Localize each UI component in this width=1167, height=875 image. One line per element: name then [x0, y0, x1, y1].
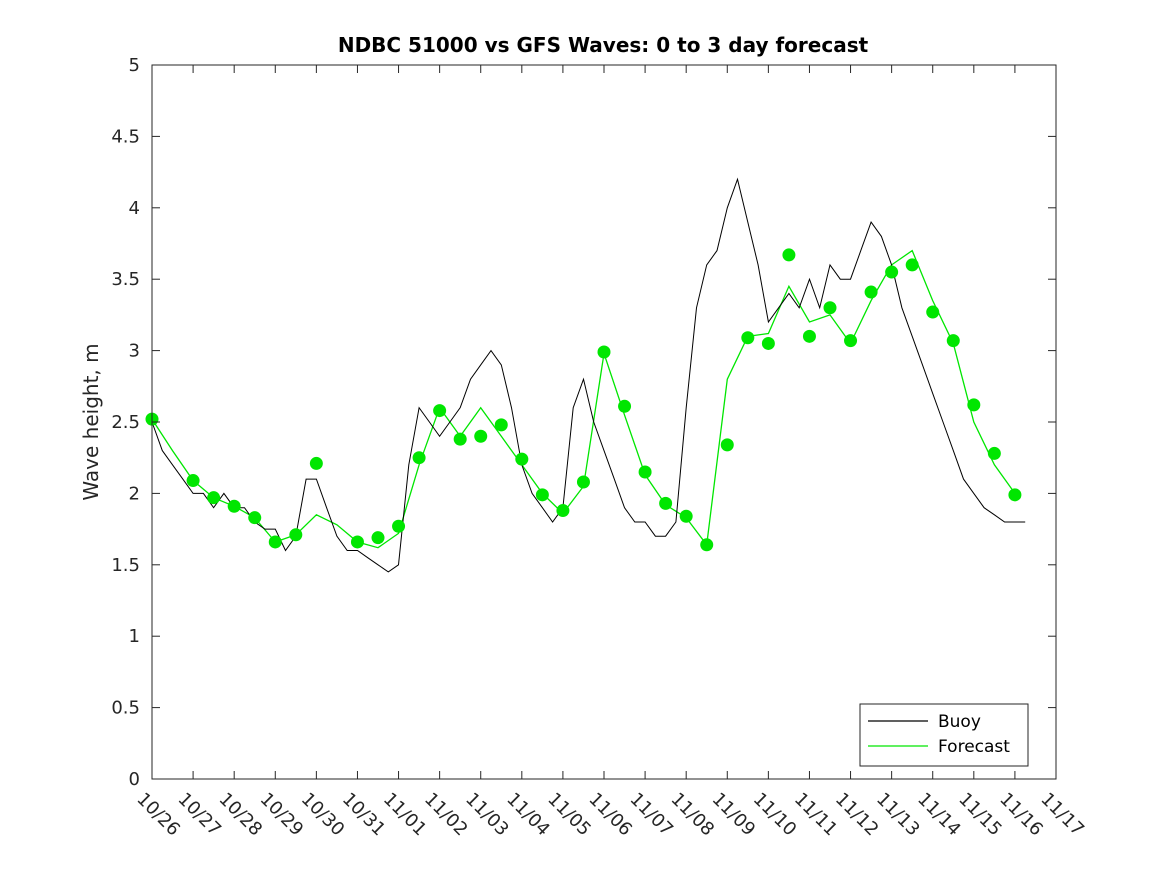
y-tick-label: 4 [129, 198, 140, 219]
forecast-marker [392, 519, 406, 533]
forecast-marker [987, 446, 1001, 460]
forecast-marker [700, 538, 714, 552]
forecast-marker [926, 305, 940, 319]
forecast-marker [535, 488, 549, 502]
y-tick-label: 3 [129, 341, 140, 362]
forecast-marker [1008, 488, 1022, 502]
y-tick-label: 1 [129, 626, 140, 647]
legend: Buoy Forecast [859, 703, 1029, 767]
forecast-marker [207, 491, 221, 505]
forecast-marker [576, 475, 590, 489]
forecast-marker [494, 418, 508, 432]
y-tick-label: 4.5 [111, 126, 140, 147]
forecast-marker [802, 329, 816, 343]
forecast-marker [905, 258, 919, 272]
forecast-marker [967, 398, 981, 412]
chart-title: NDBC 51000 vs GFS Waves: 0 to 3 day fore… [338, 33, 869, 57]
forecast-marker [515, 452, 529, 466]
forecast-marker [289, 528, 303, 542]
forecast-marker [433, 404, 447, 418]
forecast-marker [638, 465, 652, 479]
y-axis-label: Wave height, m [79, 343, 103, 500]
forecast-marker [412, 451, 426, 465]
forecast-marker [659, 496, 673, 510]
legend-forecast-label: Forecast [938, 737, 1010, 757]
y-tick-label: 1.5 [111, 555, 140, 576]
forecast-marker [186, 474, 200, 488]
forecast-marker [946, 334, 960, 348]
forecast-marker [720, 438, 734, 452]
legend-buoy-label: Buoy [938, 712, 981, 732]
y-tick-label: 5 [129, 55, 140, 76]
forecast-marker [453, 432, 467, 446]
buoy-line [151, 177, 1026, 573]
forecast-marker [248, 511, 262, 525]
forecast-marker [556, 504, 570, 518]
forecast-marker [474, 429, 488, 443]
forecast-marker [597, 345, 611, 359]
forecast-marker [350, 535, 364, 549]
forecast-marker [885, 265, 899, 279]
forecast-marker [741, 331, 755, 345]
forecast-marker [844, 334, 858, 348]
forecast-marker [227, 499, 241, 513]
forecast-marker [268, 535, 282, 549]
forecast-marker [864, 285, 878, 299]
plot-area [152, 65, 1056, 779]
forecast-marker [761, 336, 775, 350]
forecast-marker [309, 456, 323, 470]
y-tick-label: 3.5 [111, 269, 140, 290]
y-tick-label: 0 [129, 769, 140, 790]
forecast-marker [782, 248, 796, 262]
forecast-marker [371, 531, 385, 545]
legend-box [859, 703, 1029, 767]
forecast-marker [823, 301, 837, 315]
y-tick-label: 2 [129, 483, 140, 504]
forecast-marker [618, 399, 632, 413]
y-tick-label: 0.5 [111, 698, 140, 719]
y-tick-label: 2.5 [111, 412, 140, 433]
y-axis: 0 0.5 1 1.5 2 2.5 3 3.5 4 4.5 5 [111, 55, 1056, 790]
forecast-marker [679, 509, 693, 523]
